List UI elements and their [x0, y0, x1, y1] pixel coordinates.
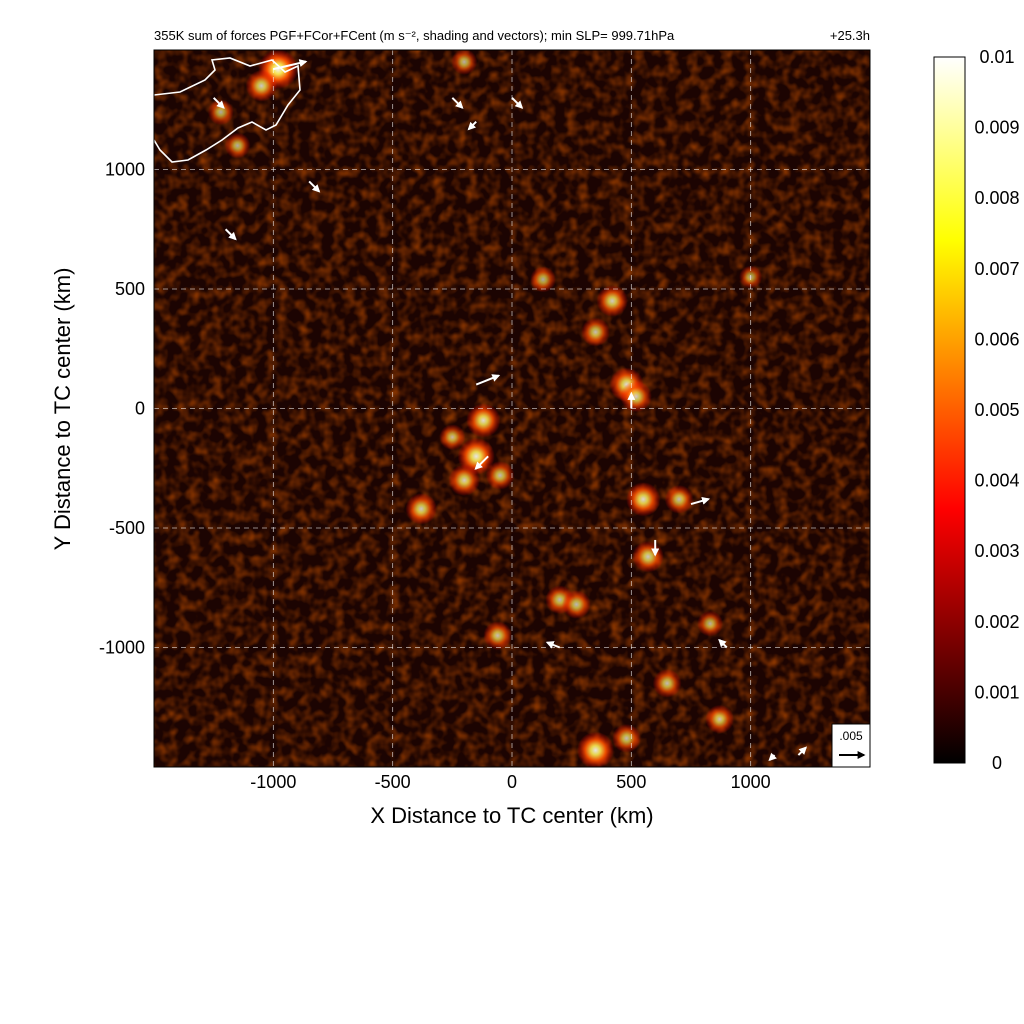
force-vector: [451, 97, 464, 109]
force-vector: [474, 455, 489, 470]
colorbar-tick-label: 0.01: [979, 47, 1014, 67]
x-tick-label: 500: [616, 772, 646, 792]
hotspot: [466, 403, 501, 438]
hotspot: [207, 99, 234, 126]
force-vector: [545, 641, 561, 649]
force-vector: [224, 228, 237, 241]
coastline: [154, 57, 301, 163]
x-tick-label: 1000: [731, 772, 771, 792]
y-tick-labels: -1000 -500 0 500 1000: [99, 160, 145, 658]
y-tick-label: -1000: [99, 638, 145, 658]
hotspot: [626, 482, 661, 517]
colorbar-tick-label: 0: [992, 753, 1002, 773]
hotspot: [596, 285, 629, 317]
reference-vector-key: .005: [831, 723, 871, 768]
force-vector: [475, 374, 501, 386]
force-vectors: [212, 59, 808, 762]
force-vector: [718, 638, 728, 649]
force-vector: [212, 97, 225, 109]
hotspot: [612, 723, 641, 753]
colorbar: 0 0.001 0.002 0.003 0.004 0.005 0.006 0.007 0.00…: [933, 47, 1020, 773]
hotspot: [483, 621, 513, 650]
hotspot: [620, 380, 652, 413]
plot-frame: [153, 49, 871, 768]
hotspot: [224, 132, 251, 159]
hotspot: [562, 590, 591, 619]
hotspot: [245, 70, 278, 102]
plot-area: .005: [153, 49, 871, 768]
y-tick-label: 0: [135, 399, 145, 419]
force-vector: [511, 97, 524, 109]
force-vector: [690, 497, 711, 506]
y-axis-label: Y Distance to TC center (km): [50, 268, 75, 551]
x-axis-label: X Distance to TC center (km): [370, 803, 653, 828]
hotspot: [405, 493, 438, 525]
colorbar-tick-label: 0.007: [974, 259, 1019, 279]
reference-vector-box: [831, 723, 871, 768]
hotspot: [581, 317, 610, 347]
colorbar-tick-label: 0.005: [974, 400, 1019, 420]
x-tick-label: -1000: [250, 772, 296, 792]
time-label: +25.3h: [830, 28, 870, 43]
y-tick-label: -500: [109, 518, 145, 538]
reference-vector-label: .005: [839, 729, 863, 743]
force-vector: [797, 746, 808, 756]
hotspot: [451, 50, 478, 75]
hotspot: [530, 266, 557, 293]
colorbar-tick-labels: 0 0.001 0.002 0.003 0.004 0.005 0.006 0.007 0.00…: [974, 47, 1019, 773]
force-vector: [467, 120, 477, 131]
x-tick-label: 0: [507, 772, 517, 792]
hotspot: [697, 610, 724, 637]
x-tick-label: -500: [375, 772, 411, 792]
force-vector: [768, 752, 777, 762]
x-tick-labels: -1000 -500 0 500 1000: [250, 772, 770, 792]
colorbar-tick-label: 0.004: [974, 471, 1019, 491]
colorbar-gradient: [933, 56, 966, 764]
hotspot: [664, 484, 694, 514]
colorbar-tick-label: 0.002: [974, 612, 1019, 632]
hotspot: [632, 540, 664, 573]
force-vector: [308, 180, 321, 193]
hotspot: [576, 731, 615, 767]
shading-texture: [154, 50, 870, 767]
y-tick-label: 500: [115, 279, 145, 299]
hotspot: [705, 704, 735, 734]
hotspot: [652, 668, 682, 698]
chart-title: 355K sum of forces PGF+FCor+FCent (m s⁻²…: [154, 28, 675, 43]
hotspot-layer: [207, 50, 763, 767]
colorbar-tick-label: 0.006: [974, 329, 1019, 349]
force-vector: [273, 59, 308, 71]
hotspot: [439, 424, 466, 451]
grid-lines: [154, 50, 870, 767]
hotspot: [448, 464, 481, 497]
colorbar-tick-label: 0.008: [974, 188, 1019, 208]
hotspot: [485, 461, 515, 490]
y-tick-label: 1000: [105, 160, 145, 180]
colorbar-tick-label: 0.003: [974, 541, 1019, 561]
colorbar-tick-label: 0.001: [974, 682, 1019, 702]
colorbar-tick-label: 0.009: [974, 118, 1019, 138]
